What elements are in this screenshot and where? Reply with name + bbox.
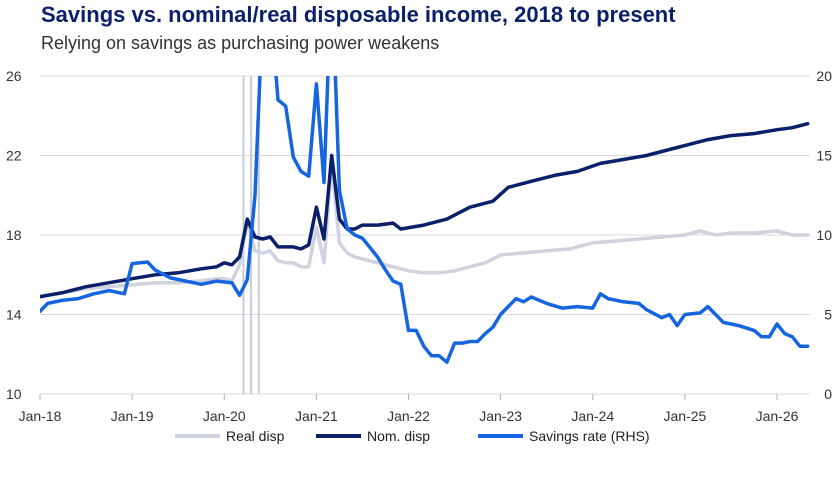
series-line-savings-rate-rhs	[40, 76, 810, 364]
y-right-tick-label: 10	[816, 227, 832, 243]
x-tick-label: Jan-22	[387, 408, 430, 424]
legend-label-savings-rate-rhs: Savings rate (RHS)	[529, 428, 650, 444]
x-tick-label: Jan-19	[111, 408, 154, 424]
legend-label-nom-disp: Nom. disp	[367, 428, 430, 444]
y-left-tick-label: 10	[6, 386, 22, 402]
chart-title: Savings vs. nominal/real disposable inco…	[41, 2, 676, 27]
legend-label-real-disp: Real disp	[226, 428, 285, 444]
y-right-tick-label: 5	[824, 307, 832, 323]
y-left-tick-label: 22	[6, 148, 22, 164]
y-left-tick-label: 18	[6, 227, 22, 243]
x-tick-label: Jan-24	[571, 408, 614, 424]
x-tick-label: Jan-21	[295, 408, 338, 424]
chart-subtitle: Relying on savings as purchasing power w…	[41, 33, 440, 53]
x-tick-label: Jan-26	[756, 408, 799, 424]
grid	[40, 75, 810, 395]
legend: Real disp Nom. disp Savings rate (RHS)	[175, 428, 650, 444]
series-line-nom-disp	[40, 121, 810, 299]
y-right-tick-label: 0	[824, 386, 832, 402]
y-right-tick-label: 20	[816, 68, 832, 84]
series-line-real-disp	[40, 159, 810, 299]
axes: 10 14 18 22 26 0 5 10 15 20 Jan-18 Jan-19 Jan-20 Jan-…	[6, 68, 832, 424]
y-left-tick-label: 26	[6, 68, 22, 84]
x-tick-label: Jan-25	[663, 408, 706, 424]
y-right-tick-label: 15	[816, 148, 832, 164]
y-left-tick-label: 14	[6, 307, 22, 323]
series-lines	[40, 76, 810, 364]
x-tick-label: Jan-23	[479, 408, 522, 424]
x-tick-label: Jan-18	[19, 408, 62, 424]
x-tick-label: Jan-20	[203, 408, 246, 424]
